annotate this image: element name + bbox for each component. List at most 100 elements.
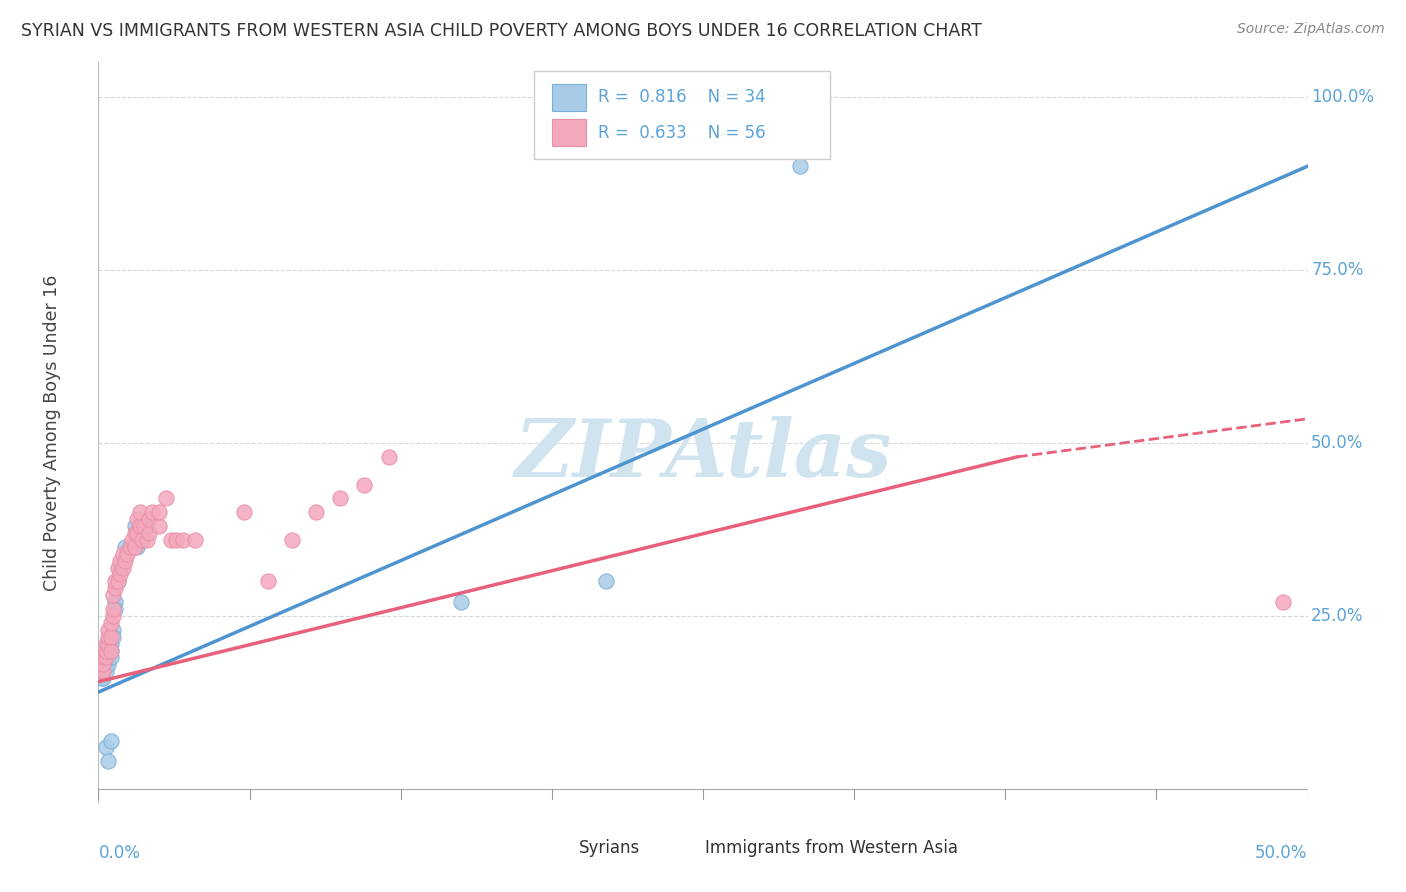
Point: [100, 630, 122, 644]
Text: 25.0%: 25.0%: [1312, 607, 1364, 625]
Bar: [551, 84, 586, 111]
Point: [256, 574, 278, 589]
Text: 75.0%: 75.0%: [1312, 261, 1364, 279]
Point: [111, 560, 134, 574]
Point: [127, 540, 149, 554]
Point: [595, 574, 617, 589]
Point: [134, 519, 156, 533]
Point: [117, 547, 139, 561]
Point: [91, 665, 114, 679]
Point: [148, 505, 170, 519]
Point: [94, 665, 117, 679]
Point: [121, 533, 143, 547]
Point: [184, 533, 207, 547]
Point: [104, 595, 127, 609]
Point: [94, 657, 117, 672]
Point: [108, 567, 131, 582]
Text: R =  0.633    N = 56: R = 0.633 N = 56: [598, 124, 765, 142]
Point: [101, 588, 124, 602]
Text: SYRIAN VS IMMIGRANTS FROM WESTERN ASIA CHILD POVERTY AMONG BOYS UNDER 16 CORRELA: SYRIAN VS IMMIGRANTS FROM WESTERN ASIA C…: [21, 22, 981, 40]
Point: [135, 519, 157, 533]
Point: [118, 540, 141, 554]
Point: [138, 525, 160, 540]
Text: 50.0%: 50.0%: [1312, 434, 1364, 452]
Point: [101, 630, 124, 644]
Point: [128, 519, 150, 533]
Point: [138, 512, 160, 526]
Point: [94, 643, 117, 657]
Point: [90, 657, 112, 672]
Point: [97, 623, 120, 637]
Point: [329, 491, 352, 506]
Point: [91, 657, 114, 672]
Point: [100, 643, 122, 657]
Point: [111, 547, 134, 561]
Point: [172, 533, 194, 547]
Point: [148, 519, 170, 533]
Point: [131, 533, 153, 547]
Point: [131, 533, 153, 547]
Point: [111, 554, 134, 568]
Point: [450, 595, 472, 609]
Text: ZIPAtlas: ZIPAtlas: [515, 416, 891, 493]
Text: 100.0%: 100.0%: [1312, 88, 1374, 106]
Point: [118, 540, 141, 554]
Point: [100, 637, 122, 651]
Point: [104, 602, 127, 616]
Point: [108, 560, 131, 574]
Point: [97, 643, 120, 657]
Point: [94, 740, 117, 755]
Point: [107, 574, 129, 589]
Point: [789, 159, 811, 173]
Point: [97, 637, 120, 651]
Point: [114, 540, 136, 554]
Point: [94, 650, 117, 665]
Point: [281, 533, 304, 547]
Point: [114, 554, 136, 568]
Point: [90, 665, 112, 679]
Point: [100, 650, 122, 665]
Point: [97, 754, 120, 768]
Point: [90, 671, 112, 685]
Point: [97, 650, 120, 665]
Bar: [551, 120, 586, 146]
Point: [104, 574, 127, 589]
Point: [108, 554, 131, 568]
Text: 0.0%: 0.0%: [98, 844, 141, 862]
FancyBboxPatch shape: [534, 71, 830, 159]
Point: [124, 519, 146, 533]
Point: [155, 491, 177, 506]
Point: [128, 505, 150, 519]
Text: Syrians: Syrians: [578, 839, 640, 857]
Point: [232, 505, 254, 519]
Point: [91, 665, 114, 679]
Point: [124, 540, 146, 554]
Point: [1272, 595, 1295, 609]
Point: [100, 733, 122, 747]
Point: [107, 574, 129, 589]
Point: [160, 533, 183, 547]
Point: [97, 630, 120, 644]
Point: [353, 477, 375, 491]
Point: [141, 505, 163, 519]
Point: [91, 650, 114, 665]
Point: [90, 665, 112, 679]
Point: [94, 637, 117, 651]
Point: [104, 582, 127, 596]
Point: [377, 450, 399, 464]
Text: Immigrants from Western Asia: Immigrants from Western Asia: [706, 839, 959, 857]
Point: [101, 602, 124, 616]
Bar: [540, 840, 569, 856]
Point: [91, 657, 114, 672]
Bar: [666, 840, 697, 856]
Point: [100, 615, 122, 630]
Text: 50.0%: 50.0%: [1256, 844, 1308, 862]
Point: [128, 519, 150, 533]
Point: [305, 505, 328, 519]
Point: [101, 623, 124, 637]
Point: [135, 533, 157, 547]
Point: [127, 525, 149, 540]
Point: [101, 609, 124, 624]
Point: [100, 643, 122, 657]
Point: [97, 657, 120, 672]
